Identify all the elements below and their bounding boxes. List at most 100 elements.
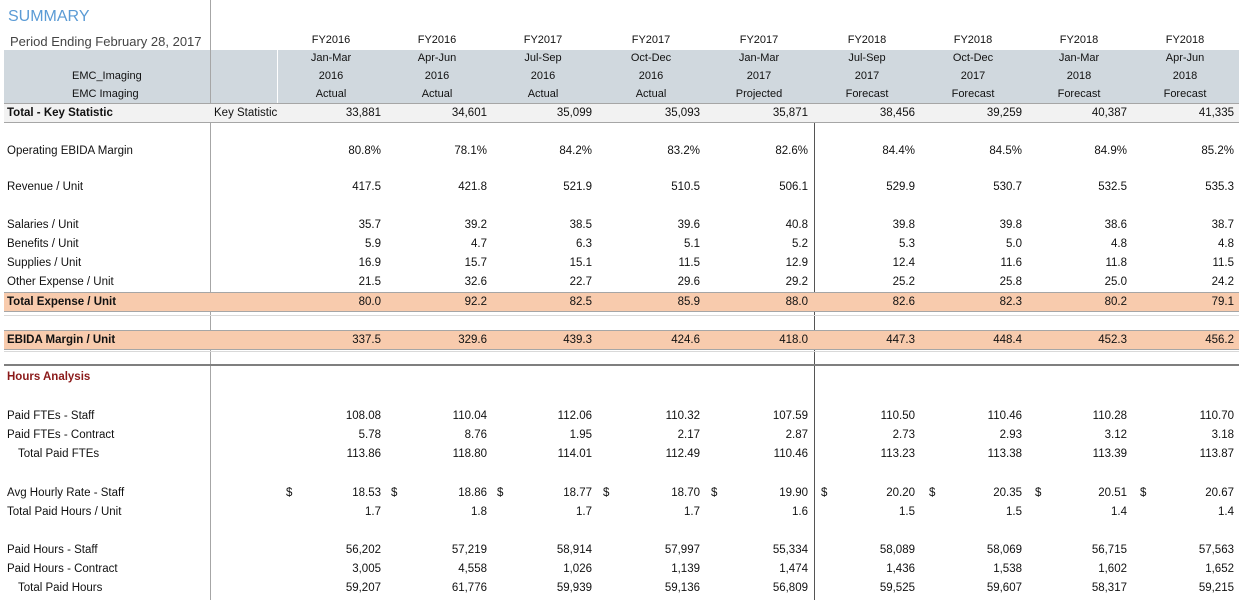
table-cell: 110.50 — [880, 410, 915, 422]
row-label: Paid FTEs - Contract — [7, 429, 115, 441]
table-cell: 58,317 — [1091, 582, 1127, 594]
table-cell: 55,334 — [772, 544, 808, 556]
table-cell: 3.12 — [1104, 429, 1127, 441]
column-header-fy: FY2017 — [523, 34, 563, 46]
table-cell: 1.4 — [1218, 506, 1234, 518]
table-cell: 110.32 — [665, 410, 700, 422]
header-band-columns — [278, 50, 1239, 103]
table-cell: 1.6 — [792, 506, 808, 518]
table-cell: 40.8 — [785, 219, 808, 231]
table-cell: 107.59 — [772, 410, 808, 422]
currency-symbol: $ — [603, 487, 610, 499]
table-cell: 82.6% — [775, 145, 808, 157]
table-cell: 3,005 — [352, 563, 381, 575]
total-row-band — [4, 103, 1239, 123]
table-cell: 2.73 — [892, 429, 915, 441]
table-cell: 61,776 — [451, 582, 487, 594]
key-statistic-label: Key Statistic — [214, 107, 278, 119]
table-cell: 12.9 — [785, 257, 808, 269]
table-cell: 56,715 — [1091, 544, 1127, 556]
table-cell: 15.1 — [569, 257, 592, 269]
table-cell: 18.77 — [563, 487, 592, 499]
header-band-keystat — [211, 50, 277, 103]
column-header-range: Oct-Dec — [630, 52, 672, 64]
table-cell: 56,809 — [772, 582, 808, 594]
table-cell: 35,871 — [772, 107, 808, 119]
table-cell: 38,456 — [879, 107, 915, 119]
row-label: Total Paid FTEs — [18, 448, 100, 460]
table-cell: 56,202 — [345, 544, 381, 556]
table-cell: 59,207 — [345, 582, 381, 594]
table-cell: 113.38 — [987, 448, 1022, 460]
table-cell: 5.1 — [684, 238, 700, 250]
column-header-fy: FY2016 — [417, 34, 457, 46]
table-cell: 29.6 — [677, 276, 700, 288]
table-cell: 82.5 — [569, 296, 592, 308]
column-header-type: Actual — [527, 88, 559, 100]
table-cell: 79.1 — [1211, 296, 1234, 308]
column-header-range: Jan-Mar — [738, 52, 780, 64]
row-label: Other Expense / Unit — [7, 276, 114, 288]
table-cell: 39.8 — [999, 219, 1022, 231]
column-header-range: Jan-Mar — [310, 52, 352, 64]
table-cell: 2.93 — [999, 429, 1022, 441]
row-label: Paid FTEs - Staff — [7, 410, 95, 422]
table-cell: 110.70 — [1199, 410, 1234, 422]
table-cell: 58,914 — [556, 544, 592, 556]
row-label: Supplies / Unit — [7, 257, 82, 269]
table-cell: 38.7 — [1211, 219, 1234, 231]
table-cell: 1,436 — [886, 563, 915, 575]
row-separator — [4, 364, 1239, 366]
column-header-fy: FY2017 — [631, 34, 671, 46]
table-cell: 80.0 — [358, 296, 381, 308]
column-header-fy: FY2017 — [739, 34, 779, 46]
page-title: SUMMARY — [8, 8, 90, 25]
currency-symbol: $ — [391, 487, 398, 499]
table-cell: 112.06 — [557, 410, 592, 422]
table-cell: 18.86 — [458, 487, 487, 499]
table-cell: 1.7 — [576, 506, 592, 518]
currency-symbol: $ — [286, 487, 293, 499]
table-cell: 417.5 — [352, 181, 381, 193]
table-cell: 11.8 — [1105, 257, 1127, 269]
row-label: Benefits / Unit — [7, 238, 79, 250]
table-cell: 20.20 — [886, 487, 915, 499]
table-cell: 1.7 — [684, 506, 700, 518]
table-cell: 456.2 — [1205, 334, 1234, 346]
table-cell: 110.46 — [987, 410, 1022, 422]
table-cell: 15.7 — [464, 257, 487, 269]
table-cell: 421.8 — [458, 181, 487, 193]
table-cell: 5.3 — [899, 238, 915, 250]
table-cell: 39,259 — [986, 107, 1022, 119]
table-cell: 6.3 — [576, 238, 592, 250]
row-separator — [4, 351, 1239, 352]
column-header-type: Forecast — [1057, 88, 1101, 100]
column-header-type: Forecast — [845, 88, 889, 100]
table-cell: 57,563 — [1198, 544, 1234, 556]
column-header-fy: FY2018 — [1165, 34, 1205, 46]
column-header-fy: FY2018 — [847, 34, 887, 46]
table-cell: 1.5 — [899, 506, 915, 518]
table-cell: 35,099 — [556, 107, 592, 119]
table-cell: 32.6 — [464, 276, 487, 288]
table-cell: 18.70 — [671, 487, 700, 499]
column-header-year: 2016 — [318, 70, 344, 82]
table-cell: 113.39 — [1092, 448, 1127, 460]
table-cell: 83.2% — [667, 145, 700, 157]
table-cell: 25.2 — [892, 276, 915, 288]
column-header-type: Actual — [315, 88, 347, 100]
table-cell: 11.6 — [1000, 257, 1022, 269]
row-label: Avg Hourly Rate - Staff — [7, 487, 125, 499]
table-cell: 337.5 — [352, 334, 381, 346]
row-label: Hours Analysis — [7, 371, 91, 383]
column-header-fy: FY2016 — [311, 34, 351, 46]
table-cell: 11.5 — [678, 257, 700, 269]
table-cell: 29.2 — [785, 276, 808, 288]
row-label: Revenue / Unit — [7, 181, 84, 193]
table-cell: 59,607 — [986, 582, 1022, 594]
table-cell: 424.6 — [671, 334, 700, 346]
column-header-range: Jul-Sep — [848, 52, 886, 64]
table-cell: 1.4 — [1111, 506, 1127, 518]
table-cell: 16.9 — [358, 257, 381, 269]
table-cell: 80.8% — [348, 145, 381, 157]
